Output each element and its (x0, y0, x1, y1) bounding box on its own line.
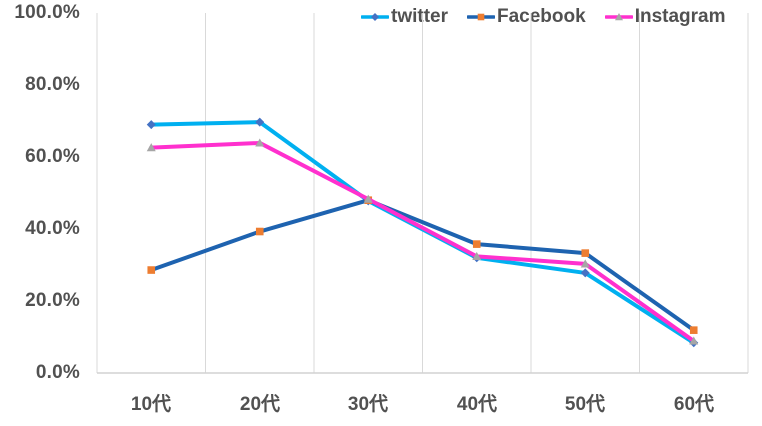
legend-swatch-instagram-icon (604, 13, 633, 21)
square-marker (689, 326, 698, 334)
triangle-marker (472, 251, 482, 260)
series-line-instagram (149, 140, 696, 343)
legend-label-twitter: twitter (391, 6, 448, 27)
diamond-marker (371, 13, 379, 21)
legend-label-instagram: Instagram (634, 6, 726, 27)
diamond-marker (580, 268, 590, 278)
x-axis-label-20s: 20代 (239, 394, 281, 415)
legend-swatch-facebook-icon (467, 13, 495, 21)
legend-item-facebook: Facebook (467, 6, 586, 28)
y-axis-tick-40: 40.0% (25, 218, 80, 239)
square-marker (477, 13, 485, 21)
triangle-marker (146, 143, 156, 152)
series-line-facebook (149, 198, 696, 333)
legend-item-twitter: twitter (361, 6, 448, 28)
triangle-marker (689, 336, 699, 345)
x-axis-label-30s: 30代 (347, 394, 389, 415)
chart-legend: twitter Facebook Instagram (361, 6, 726, 28)
square-marker (581, 249, 590, 257)
triangle-marker (580, 259, 590, 268)
y-axis-tick-0: 0.0% (35, 362, 80, 383)
x-axis-label-40s: 40代 (456, 394, 498, 415)
square-marker (255, 227, 264, 236)
square-marker (472, 240, 481, 248)
y-axis-tick-100: 100.0% (14, 2, 80, 23)
triangle-marker (255, 138, 265, 147)
triangle-marker (363, 194, 373, 203)
x-axis-label-10s: 10代 (130, 394, 172, 415)
y-axis-tick-60: 60.0% (25, 146, 80, 167)
square-marker (147, 266, 156, 274)
y-axis-tick-20: 20.0% (25, 290, 80, 311)
legend-label-facebook: Facebook (497, 6, 586, 27)
x-axis-label-60s: 60代 (673, 394, 715, 415)
diamond-marker (146, 120, 156, 130)
triangle-marker (614, 13, 623, 21)
legend-item-instagram: Instagram (604, 6, 726, 28)
x-axis-label-50s: 50代 (564, 394, 606, 415)
legend-swatch-twitter-icon (361, 13, 389, 21)
y-axis-tick-80: 80.0% (25, 74, 80, 95)
diamond-marker (255, 117, 265, 127)
